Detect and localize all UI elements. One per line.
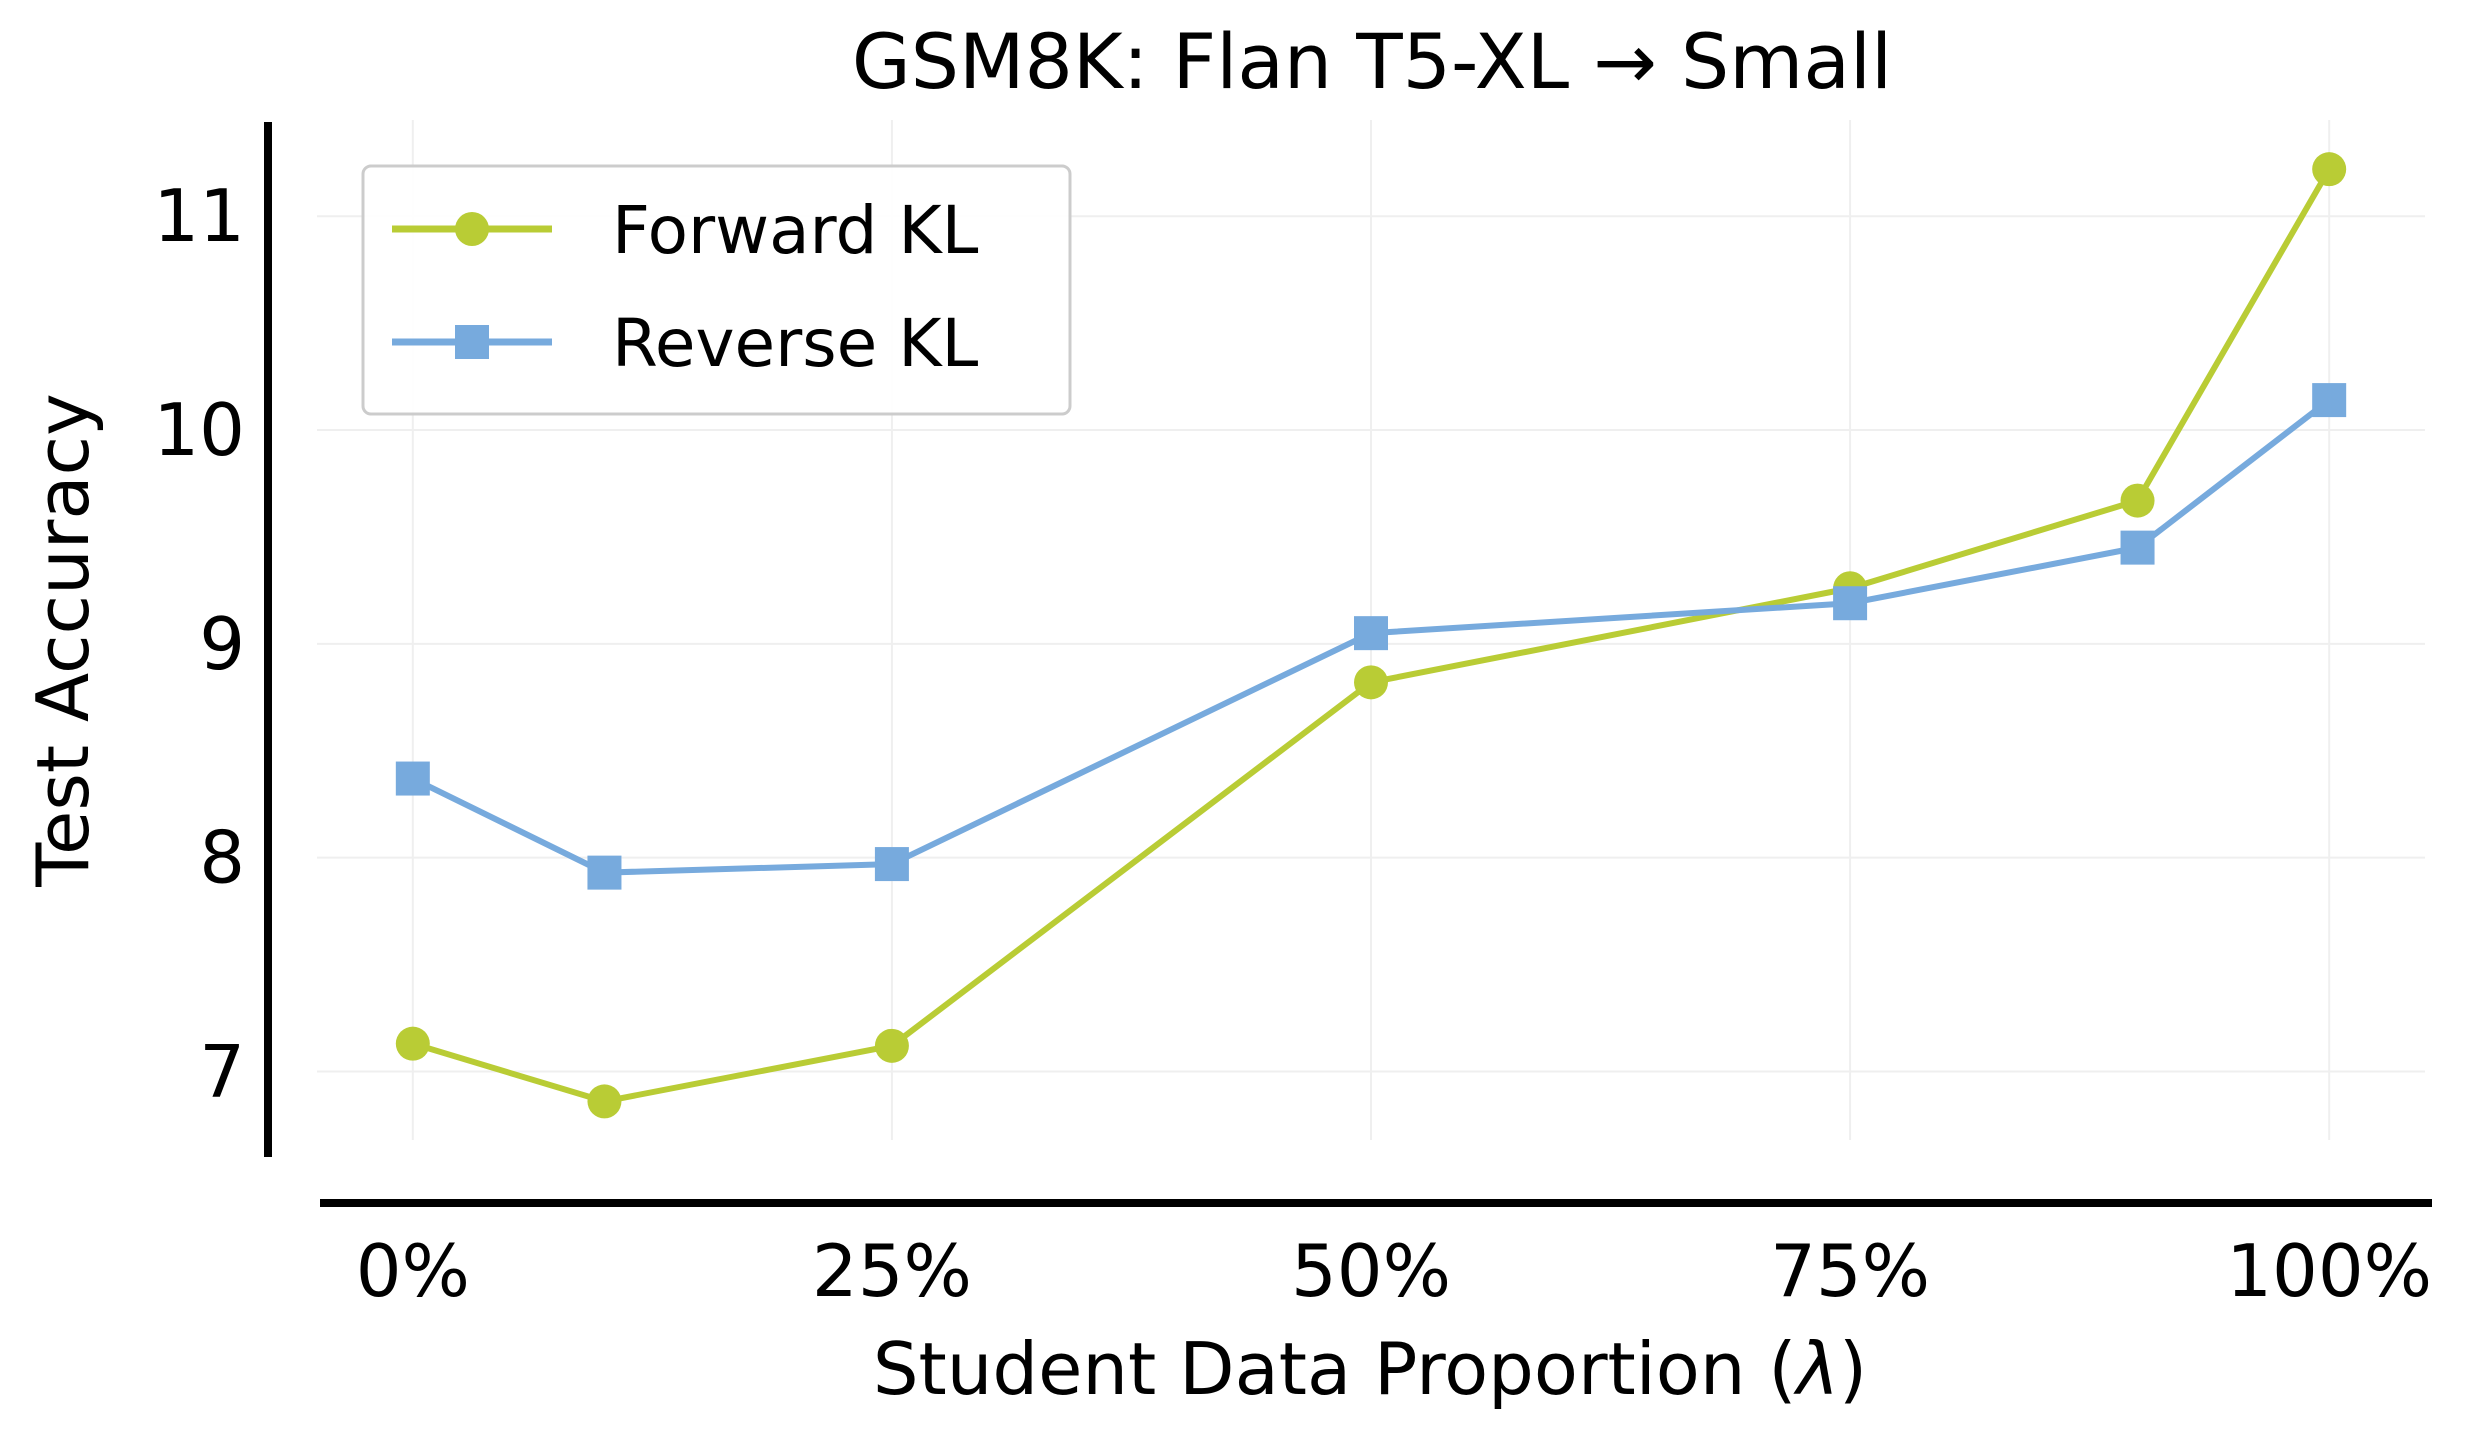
series: [395, 152, 2347, 1119]
x-axis-label-close: ): [1839, 1327, 1867, 1411]
y-tick-label: 10: [153, 388, 245, 472]
data-point-forward-kl: [2120, 483, 2155, 518]
y-axis-label: Test Accuracy: [21, 393, 105, 887]
legend-item-forward-kl: Forward KL: [392, 192, 979, 269]
grid-lines: [317, 120, 2425, 1140]
chart-title: GSM8K: Flan T5-XL → Small: [852, 17, 1892, 106]
legend: Forward KL Reverse KL: [361, 164, 1072, 416]
y-tick-label: 8: [199, 816, 245, 900]
data-point-forward-kl: [395, 1026, 430, 1061]
legend-marker-forward-kl: [455, 212, 489, 246]
x-tick-label: 75%: [1770, 1229, 1930, 1313]
y-tick-label: 7: [199, 1029, 245, 1113]
x-tick-label: 50%: [1291, 1229, 1451, 1313]
data-point-reverse-kl: [1833, 586, 1868, 621]
y-tick-label: 11: [153, 174, 245, 258]
data-point-forward-kl: [587, 1084, 622, 1119]
data-point-reverse-kl: [2120, 530, 2155, 565]
tick-labels: 0% 25% 50% 75% 100% 7 8 9 10 11: [153, 174, 2432, 1313]
x-tick-label: 25%: [812, 1229, 972, 1313]
data-point-reverse-kl: [1354, 616, 1388, 651]
x-axis-label-symbol: λ: [1792, 1327, 1839, 1411]
data-point-forward-kl: [874, 1028, 909, 1063]
data-point-reverse-kl: [587, 855, 622, 890]
data-point-reverse-kl: [874, 847, 909, 882]
x-axis-label: Student Data Proportion (λ): [873, 1327, 1867, 1411]
data-point-forward-kl: [2312, 152, 2347, 187]
legend-item-reverse-kl: Reverse KL: [392, 305, 979, 382]
data-point-reverse-kl: [2312, 383, 2347, 418]
legend-label-forward-kl: Forward KL: [612, 192, 979, 269]
legend-label-reverse-kl: Reverse KL: [612, 305, 979, 382]
y-tick-label: 9: [199, 602, 245, 686]
data-point-forward-kl: [1354, 665, 1388, 700]
x-tick-label: 100%: [2226, 1229, 2432, 1313]
axes: [264, 122, 2432, 1207]
data-point-reverse-kl: [395, 761, 430, 796]
x-tick-label: 0%: [356, 1229, 470, 1313]
x-axis-label-text: Student Data Proportion (: [873, 1327, 1797, 1411]
legend-marker-reverse-kl: [455, 325, 489, 359]
